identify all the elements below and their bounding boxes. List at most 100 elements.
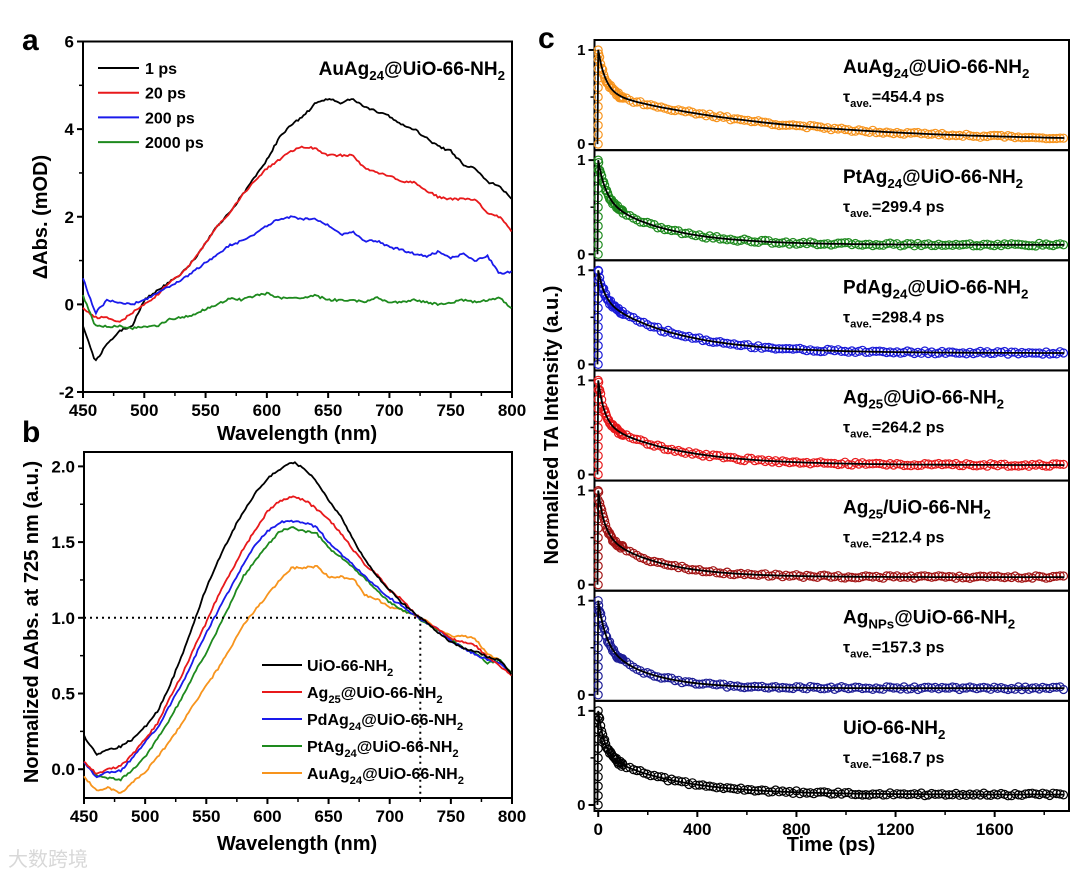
data-point bbox=[920, 790, 930, 801]
data-point bbox=[805, 120, 815, 131]
data-point bbox=[812, 240, 822, 250]
sample-label: AgNPs@UiO-66-NH2 bbox=[843, 608, 1015, 632]
panel-b-xtick-label: 750 bbox=[437, 807, 465, 826]
panel-b-ytick-label: 0.0 bbox=[51, 760, 75, 779]
data-point bbox=[871, 128, 881, 138]
fit-line bbox=[596, 380, 1065, 475]
panel-c-xtick-label: 1200 bbox=[877, 820, 915, 839]
watermark: 大数跨境 bbox=[8, 848, 88, 871]
ytick-label: 0 bbox=[577, 246, 585, 263]
ytick-label: 0 bbox=[577, 577, 585, 594]
fit-line bbox=[596, 710, 1065, 805]
tau-label: τave.=168.7 ps bbox=[843, 750, 945, 771]
data-point bbox=[628, 764, 639, 775]
data-point bbox=[1048, 788, 1058, 798]
panel-a-xtick-label: 450 bbox=[69, 401, 97, 420]
data-point bbox=[1041, 134, 1051, 144]
data-point bbox=[1058, 684, 1069, 695]
data-point bbox=[850, 573, 861, 583]
data-point bbox=[881, 682, 892, 692]
data-point bbox=[823, 344, 833, 354]
fit-line bbox=[596, 490, 1065, 585]
data-point bbox=[934, 571, 944, 581]
data-point bbox=[885, 682, 895, 692]
ytick-label: 1 bbox=[577, 42, 585, 59]
panel-b-series-line bbox=[83, 495, 513, 775]
tau-label: τave.=298.4 ps bbox=[843, 309, 945, 330]
panel-b-ytick-label: 1.5 bbox=[51, 533, 75, 552]
data-point bbox=[1003, 684, 1013, 695]
panel-a-ylabel: ΔAbs. (mOD) bbox=[30, 155, 52, 279]
data-point bbox=[975, 571, 985, 581]
data-point bbox=[836, 573, 847, 583]
tau-label: τave.=157.3 ps bbox=[843, 640, 945, 661]
data-point bbox=[805, 681, 815, 692]
legend-label: 1 ps bbox=[145, 61, 177, 78]
data-point bbox=[992, 347, 1003, 357]
data-point bbox=[819, 570, 829, 580]
data-point bbox=[923, 682, 933, 692]
data-point bbox=[1055, 571, 1065, 581]
data-point bbox=[1013, 461, 1024, 471]
ytick-label: 1 bbox=[577, 262, 585, 279]
panel-c-xtick-label: 1600 bbox=[976, 820, 1014, 839]
panel-c-xtick-label: 400 bbox=[683, 820, 711, 839]
panel-a-series-line bbox=[82, 215, 512, 316]
data-point bbox=[1051, 459, 1062, 469]
decay-subpanel: 0 1 Ag25/UiO-66-NH2 τave.=212.4 ps bbox=[577, 479, 1070, 594]
data-point bbox=[920, 571, 930, 581]
data-point bbox=[628, 434, 639, 444]
sample-label: Ag25/UiO-66-NH2 bbox=[843, 498, 991, 522]
legend-label: 200 ps bbox=[145, 110, 195, 127]
data-point bbox=[1006, 461, 1017, 471]
panel-c-xlabel: Time (ps) bbox=[787, 834, 876, 856]
data-point bbox=[649, 556, 659, 567]
data-point bbox=[850, 682, 861, 692]
data-point bbox=[732, 236, 743, 246]
data-point bbox=[878, 790, 888, 800]
decay-subpanel: 0 1 PtAg24@UiO-66-NH2 τave.=299.4 ps bbox=[577, 149, 1070, 263]
data-point bbox=[961, 459, 972, 469]
data-point bbox=[603, 529, 614, 539]
data-point bbox=[850, 789, 861, 800]
sample-label: Ag25@UiO-66-NH2 bbox=[843, 387, 1004, 411]
data-point bbox=[1024, 788, 1034, 799]
panel-a-ytick-label: 6 bbox=[65, 33, 74, 52]
data-point bbox=[600, 180, 610, 190]
panel-b-ylabel: Normalized ΔAbs. at 725 nm (a.u.) bbox=[21, 461, 43, 783]
tau-label: τave.=454.4 ps bbox=[843, 89, 945, 110]
panel-b-xtick-label: 700 bbox=[376, 807, 404, 826]
panel-a-xtick-label: 600 bbox=[253, 401, 281, 420]
fit-line bbox=[596, 600, 1065, 695]
sample-label: AuAg24@UiO-66-NH2 bbox=[843, 57, 1029, 81]
data-point bbox=[920, 459, 930, 469]
legend-label: AuAg24@UiO-66-NH2 bbox=[307, 766, 464, 787]
panel-b-xtick-label: 650 bbox=[314, 807, 342, 826]
panel-b-xtick-label: 800 bbox=[498, 807, 526, 826]
data-point bbox=[916, 571, 926, 581]
panel-a-series-line bbox=[82, 145, 513, 323]
panel-b-ytick-label: 1.0 bbox=[51, 609, 75, 628]
panel-a-ytick-label: 0 bbox=[65, 295, 74, 314]
ytick-label: 0 bbox=[577, 356, 585, 373]
ytick-label: 1 bbox=[577, 483, 585, 500]
data-point bbox=[986, 459, 996, 469]
data-point bbox=[646, 322, 656, 332]
data-point bbox=[767, 238, 777, 248]
panel-a-ytick-label: -2 bbox=[59, 383, 74, 402]
data-point bbox=[840, 238, 850, 248]
panel-b-xtick-label: 450 bbox=[70, 807, 98, 826]
legend-label: 20 ps bbox=[145, 86, 186, 103]
data-point bbox=[774, 120, 784, 131]
panel-a-chart: 450 500 550 600 650 700 750 800 -2 0 2 4 6 1 ps 20 ps 2… bbox=[59, 33, 526, 421]
panel-a-ytick-label: 2 bbox=[65, 208, 74, 227]
data-point bbox=[791, 239, 802, 249]
data-point bbox=[1006, 239, 1017, 249]
panel-b-ytick-label: 0.5 bbox=[51, 685, 75, 704]
data-point bbox=[1003, 461, 1013, 471]
legend-label: UiO-66-NH2 bbox=[307, 658, 393, 679]
tau-label: τave.=299.4 ps bbox=[843, 199, 945, 220]
panel-c-ylabel: Normalized TA Intensity (a.u.) bbox=[541, 286, 563, 565]
panel-b-xlabel: Wavelength (nm) bbox=[217, 833, 377, 855]
